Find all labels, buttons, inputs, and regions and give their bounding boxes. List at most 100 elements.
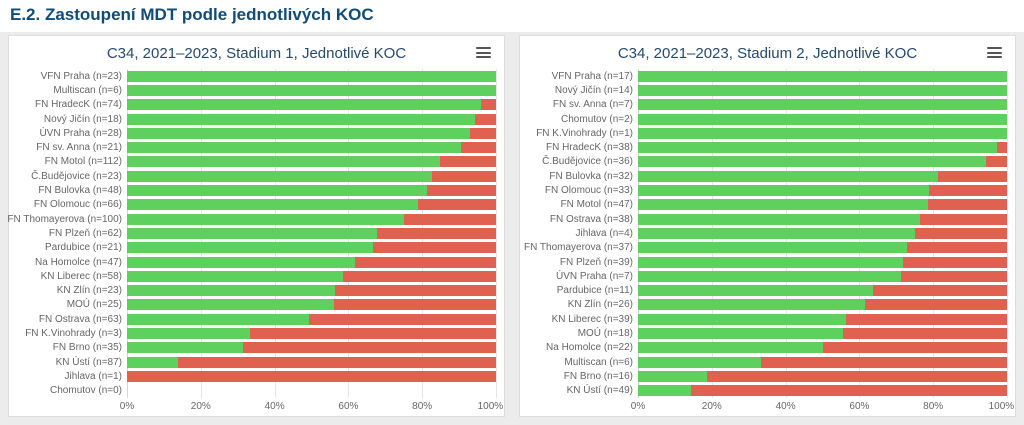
x-axis-tick-label: 0% <box>630 401 646 412</box>
category-label: FN sv. Anna (n=7) <box>552 99 633 111</box>
hamburger-menu-icon[interactable] <box>476 47 491 58</box>
category-label: Č.Budějovice (n=23) <box>31 170 122 182</box>
bar-segment-green <box>638 299 865 311</box>
bar-segment-green <box>638 242 908 254</box>
category-label: Jihlava (n=1) <box>64 370 122 382</box>
bar-track <box>638 326 1007 340</box>
category-label: VFN Praha (n=17) <box>551 70 633 82</box>
bar-segment-red <box>333 299 496 311</box>
bar-segment-green <box>638 356 761 368</box>
bar-segment-red <box>475 113 496 125</box>
bar-segment-red <box>417 199 496 211</box>
category-label: Nový Jičín (n=14) <box>554 84 633 96</box>
x-axis-tick-label: 40% <box>264 401 285 412</box>
bar-track <box>127 384 496 398</box>
gridline <box>1007 69 1008 398</box>
category-label: FN Olomouc (n=33) <box>544 185 633 197</box>
category-label: Jihlava (n=4) <box>575 227 633 239</box>
bar-track <box>127 98 496 112</box>
bar-track <box>638 269 1007 283</box>
x-axis-tick-label: 20% <box>190 401 211 412</box>
x-axis-tick-label: 20% <box>701 401 722 412</box>
chart-card-stadium-1: C34, 2021–2023, Stadium 1, Jednotlivé KO… <box>7 35 505 417</box>
bar-segment-green <box>127 299 334 311</box>
bar-segment-red <box>872 285 1007 297</box>
bar-track <box>127 169 496 183</box>
bar-track <box>638 255 1007 269</box>
bar-track <box>127 326 496 340</box>
bar-track <box>127 298 496 312</box>
category-label: FN K.Vinohrady (n=3) <box>25 327 122 339</box>
category-label: ÚVN Praha (n=7) <box>556 270 633 282</box>
bar-track <box>127 226 496 240</box>
bar-track <box>638 241 1007 255</box>
plot-column <box>638 69 1008 398</box>
bar-track <box>127 112 496 126</box>
bar-segment-red <box>249 327 496 339</box>
bar-track <box>638 341 1007 355</box>
bar-track <box>127 126 496 140</box>
bar-segment-green <box>638 70 1007 82</box>
bar-segment-green <box>638 213 920 225</box>
bars-column <box>638 69 1007 398</box>
category-label: FN Brno (n=16) <box>563 370 633 382</box>
bar-segment-green <box>638 113 1007 125</box>
bar-segment-green <box>638 84 1007 96</box>
bar-track <box>127 83 496 97</box>
bar-track <box>638 298 1007 312</box>
bar-track <box>638 198 1007 212</box>
bar-segment-green <box>638 385 691 397</box>
plot-column <box>127 69 497 398</box>
category-label: KN Zlín (n=26) <box>567 299 633 311</box>
category-label: KN Ústí (n=87) <box>55 356 122 368</box>
bar-segment-red <box>403 213 496 225</box>
bar-segment-red <box>901 270 1007 282</box>
bar-segment-red <box>997 142 1007 154</box>
bar-track <box>127 369 496 383</box>
bar-segment-green <box>638 227 915 239</box>
bar-track <box>638 98 1007 112</box>
x-axis-tick-label: 80% <box>412 401 433 412</box>
category-labels: VFN Praha (n=23) Multiscan (n=6) FN Hradec… <box>7 69 127 398</box>
bar-segment-red <box>928 199 1007 211</box>
bar-segment-red <box>707 370 1007 382</box>
bar-track <box>638 183 1007 197</box>
bar-segment-green <box>127 213 404 225</box>
bar-track <box>638 126 1007 140</box>
bar-segment-green <box>638 199 929 211</box>
category-label: KN Liberec (n=39) <box>551 313 633 325</box>
category-label: KN Liberec (n=58) <box>40 270 122 282</box>
x-axis-labels: 0% 20% 40% 60% 80% 100% <box>120 398 503 416</box>
chart-plot-area: VFN Praha (n=23) Multiscan (n=6) FN Hradec… <box>7 65 504 398</box>
category-label: FN Brno (n=35) <box>52 342 122 354</box>
bar-track <box>127 212 496 226</box>
bar-segment-green <box>638 270 902 282</box>
bar-segment-green <box>127 242 374 254</box>
bar-track <box>638 212 1007 226</box>
bar-segment-green <box>127 285 336 297</box>
hamburger-menu-icon[interactable] <box>987 47 1002 58</box>
x-axis-row: 0% 20% 40% 60% 80% 100% <box>9 398 504 416</box>
bar-track <box>638 369 1007 383</box>
bar-segment-red <box>480 99 496 111</box>
bar-track <box>127 312 496 326</box>
category-label: Multiscan (n=6) <box>53 84 122 96</box>
category-label: FN Thomayerova (n=37) <box>523 242 633 254</box>
category-label: Chomutov (n=0) <box>50 385 122 397</box>
bar-segment-green <box>127 227 377 239</box>
bar-track <box>127 341 496 355</box>
category-label: MOÚ (n=18) <box>577 327 633 339</box>
chart-header: C34, 2021–2023, Stadium 2, Jednotlivé KO… <box>520 36 1015 65</box>
chart-plot-area: VFN Praha (n=17) Nový Jičín (n=14) FN sv. … <box>520 65 1015 398</box>
x-axis-labels: 0% 20% 40% 60% 80% 100% <box>631 398 1014 416</box>
charts-container: C34, 2021–2023, Stadium 1, Jednotlivé KO… <box>0 32 1024 425</box>
bar-track <box>638 226 1007 240</box>
category-label: ÚVN Praha (n=28) <box>39 127 122 139</box>
bar-segment-red <box>335 285 496 297</box>
bar-segment-red <box>760 356 1007 368</box>
category-label: FN sv. Anna (n=21) <box>36 142 122 154</box>
bar-segment-green <box>638 327 844 339</box>
category-label: Pardubice (n=11) <box>556 285 633 297</box>
bars-column <box>127 69 496 398</box>
chart-card-stadium-2: C34, 2021–2023, Stadium 2, Jednotlivé KO… <box>519 35 1016 417</box>
